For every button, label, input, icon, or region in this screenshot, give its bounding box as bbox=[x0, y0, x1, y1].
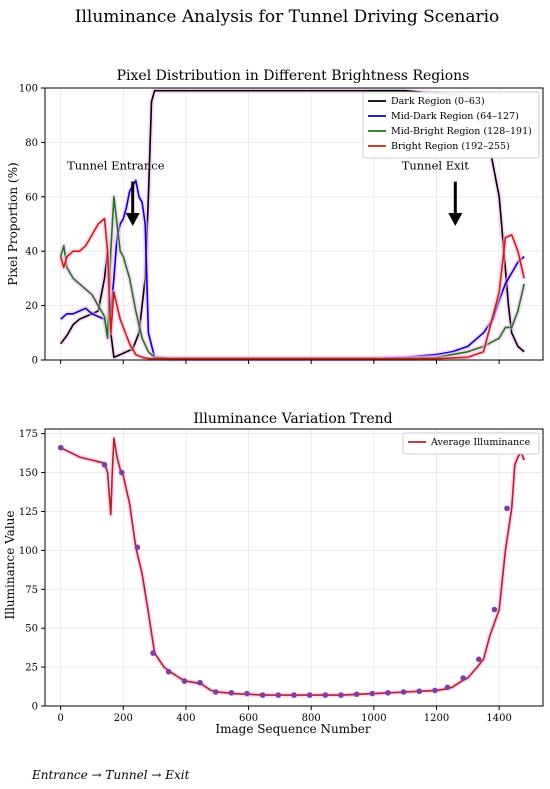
data-point bbox=[259, 692, 266, 698]
y-tick-label: 0 bbox=[32, 702, 38, 713]
data-point bbox=[275, 692, 282, 698]
y-tick-label: 20 bbox=[25, 301, 38, 312]
data-point bbox=[101, 461, 108, 468]
data-point bbox=[338, 692, 344, 698]
data-point bbox=[134, 544, 141, 551]
legend-entry: Bright Region (192–255) bbox=[391, 141, 510, 152]
x-tick-label: 1000 bbox=[361, 713, 386, 724]
data-point bbox=[150, 650, 156, 656]
x-tick-label: 200 bbox=[114, 713, 133, 724]
data-point bbox=[212, 689, 219, 695]
data-point bbox=[306, 692, 313, 698]
data-point bbox=[57, 444, 64, 451]
data-point bbox=[197, 679, 203, 686]
plot-frame bbox=[44, 87, 544, 361]
bottom-chart-title: Illuminance Variation Trend bbox=[193, 411, 392, 427]
legend-box bbox=[402, 432, 540, 455]
legend: Average Illuminance bbox=[402, 432, 540, 455]
legend-entry: Dark Region (0–63) bbox=[391, 96, 485, 107]
y-tick-label: 150 bbox=[19, 468, 38, 479]
data-point bbox=[400, 689, 407, 695]
y-tick-label: 75 bbox=[25, 585, 38, 596]
data-point bbox=[475, 656, 482, 663]
series-line-1 bbox=[60, 179, 525, 360]
plot-frame bbox=[44, 428, 544, 707]
annotation-arrowhead bbox=[125, 213, 140, 226]
bottom-y-axis-label: Illuminance Value bbox=[3, 511, 17, 620]
x-tick-label: 1400 bbox=[486, 713, 511, 724]
bottom-x-axis-label: Image Sequence Number bbox=[215, 722, 370, 736]
data-point bbox=[491, 606, 498, 613]
x-tick-label: 1200 bbox=[424, 713, 449, 724]
y-tick-label: 40 bbox=[25, 247, 38, 258]
y-tick-label: 100 bbox=[19, 546, 38, 557]
x-tick-label: 600 bbox=[239, 713, 258, 724]
data-point bbox=[322, 692, 329, 698]
legend-entry: Average Illuminance bbox=[430, 437, 531, 448]
data-point bbox=[291, 692, 297, 698]
data-point bbox=[118, 469, 125, 476]
y-tick-label: 125 bbox=[19, 507, 38, 518]
bottom-chart: 0 200 400 600 800 1000 1200 1400 0 25 50 75 100 125 15… bbox=[19, 428, 544, 724]
data-point bbox=[504, 505, 510, 512]
data-point bbox=[228, 689, 235, 696]
data-point bbox=[444, 684, 451, 691]
data-point bbox=[432, 687, 438, 694]
series-line-0 bbox=[60, 437, 525, 696]
data-point bbox=[181, 678, 188, 684]
top-chart-title: Pixel Distribution in Different Brightne… bbox=[117, 68, 470, 84]
y-tick-label: 100 bbox=[19, 84, 38, 95]
legend-entry: Mid-Bright Region (128–191) bbox=[391, 126, 532, 137]
legend: Dark Region (0–63) Mid-Dark Region (64–12… bbox=[362, 91, 540, 159]
annotation-label: Tunnel Entrance bbox=[67, 159, 165, 173]
data-point bbox=[369, 690, 376, 697]
series-line-2 bbox=[59, 196, 525, 360]
data-point bbox=[416, 688, 423, 695]
legend-box bbox=[362, 91, 540, 159]
y-tick-label: 80 bbox=[25, 138, 38, 149]
annotation-label: Tunnel Exit bbox=[402, 159, 470, 173]
data-point bbox=[385, 689, 391, 696]
x-tick-label: 800 bbox=[302, 713, 321, 724]
data-point bbox=[244, 690, 250, 697]
figure-caption: Entrance → Tunnel → Exit bbox=[32, 768, 190, 782]
figure-title: Illuminance Analysis for Tunnel Driving … bbox=[75, 7, 500, 27]
y-tick-label: 25 bbox=[25, 663, 38, 674]
x-tick-label: 0 bbox=[57, 713, 63, 724]
y-tick-label: 175 bbox=[19, 429, 38, 440]
x-tick-label: 400 bbox=[176, 713, 195, 724]
series-line-3 bbox=[59, 217, 525, 360]
y-tick-label: 50 bbox=[25, 624, 38, 635]
series-glow bbox=[59, 435, 527, 698]
data-point bbox=[165, 668, 172, 675]
top-y-axis-label: Pixel Proportion (%) bbox=[6, 162, 20, 285]
data-point bbox=[353, 691, 360, 698]
legend-entry: Mid-Dark Region (64–127) bbox=[391, 111, 519, 122]
annotation-arrowhead bbox=[448, 213, 463, 226]
y-tick-label: 60 bbox=[25, 192, 38, 203]
data-point bbox=[460, 675, 466, 681]
y-tick-label: 0 bbox=[32, 356, 38, 367]
